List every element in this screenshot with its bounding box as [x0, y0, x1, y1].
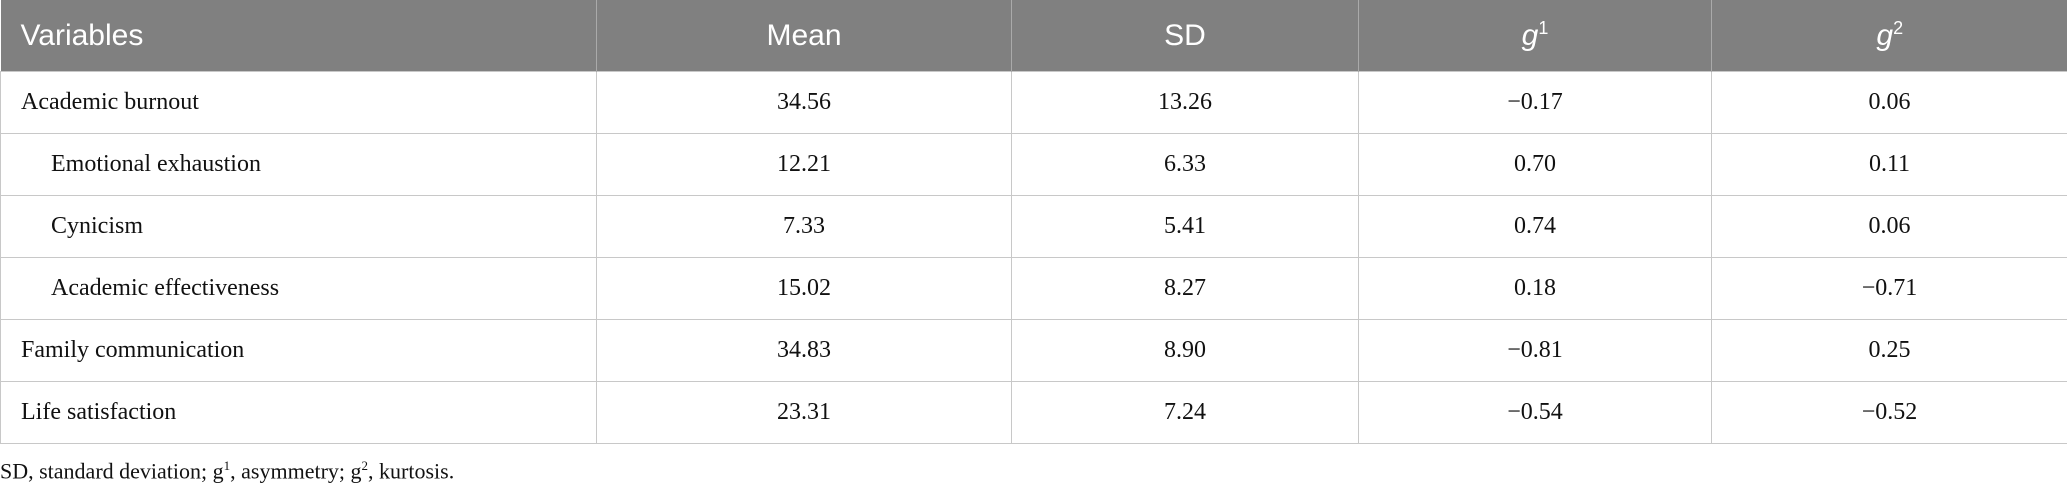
footnote: SD, standard deviation; g1, asymmetry; g…	[0, 458, 2067, 484]
header-row: Variables Mean SD g1 g2	[0, 0, 2067, 72]
table-row: Family communication 34.83 8.90 −0.81 0.25	[0, 319, 2067, 382]
row-label: Life satisfaction	[0, 381, 597, 444]
data-table: Variables Mean SD g1 g2 Academic burnout 34.5…	[0, 0, 2067, 444]
table-cell: 6.33	[1011, 133, 1359, 196]
table-row: Emotional exhaustion 12.21 6.33 0.70 0.11	[0, 133, 2067, 196]
row-label: Cynicism	[0, 195, 597, 258]
table-cell: 8.90	[1011, 319, 1359, 382]
table-row: Academic effectiveness 15.02 8.27 0.18 −0.71	[0, 257, 2067, 320]
table-body: Academic burnout 34.56 13.26 −0.17 0.06 Emoti…	[0, 71, 2067, 444]
footnote-text: , asymmetry; g	[230, 458, 362, 484]
table-cell: 0.11	[1711, 133, 2067, 196]
row-label: Family communication	[0, 319, 597, 382]
footnote-superscript: 1	[223, 458, 231, 473]
column-header: Variables	[0, 0, 597, 72]
table-cell: 8.27	[1011, 257, 1359, 320]
table-cell: 0.06	[1711, 71, 2067, 134]
table-row: Life satisfaction 23.31 7.24 −0.54 −0.52	[0, 381, 2067, 444]
table-cell: 13.26	[1011, 71, 1359, 134]
column-header: g2	[1711, 0, 2067, 72]
row-label: Academic effectiveness	[0, 257, 597, 320]
table-cell: −0.71	[1711, 257, 2067, 320]
table-cell: 7.33	[596, 195, 1012, 258]
column-header: Mean	[596, 0, 1012, 72]
table-cell: −0.52	[1711, 381, 2067, 444]
table-row: Cynicism 7.33 5.41 0.74 0.06	[0, 195, 2067, 258]
table-cell: 12.21	[596, 133, 1012, 196]
table-cell: 0.74	[1358, 195, 1712, 258]
row-label: Academic burnout	[0, 71, 597, 134]
footnote-text: , kurtosis.	[368, 458, 455, 484]
table-cell: 23.31	[596, 381, 1012, 444]
table-cell: 0.25	[1711, 319, 2067, 382]
row-label: Emotional exhaustion	[0, 133, 597, 196]
table-cell: 7.24	[1011, 381, 1359, 444]
table-cell: 15.02	[596, 257, 1012, 320]
table-cell: −0.17	[1358, 71, 1712, 134]
table-cell: −0.54	[1358, 381, 1712, 444]
table-cell: 34.83	[596, 319, 1012, 382]
footnote-superscript: 2	[361, 458, 369, 473]
footnote-text: SD, standard deviation; g	[0, 458, 224, 484]
table-cell: 0.70	[1358, 133, 1712, 196]
header-symbol: g1	[1521, 18, 1549, 52]
table-cell: 34.56	[596, 71, 1012, 134]
header-superscript: 1	[1538, 18, 1549, 38]
table-row: Academic burnout 34.56 13.26 −0.17 0.06	[0, 71, 2067, 134]
column-header: g1	[1358, 0, 1712, 72]
table-cell: 5.41	[1011, 195, 1359, 258]
header-superscript: 2	[1893, 18, 1904, 38]
header-symbol: g2	[1876, 18, 1904, 52]
table-cell: −0.81	[1358, 319, 1712, 382]
column-header: SD	[1011, 0, 1359, 72]
table-cell: 0.06	[1711, 195, 2067, 258]
table-cell: 0.18	[1358, 257, 1712, 320]
